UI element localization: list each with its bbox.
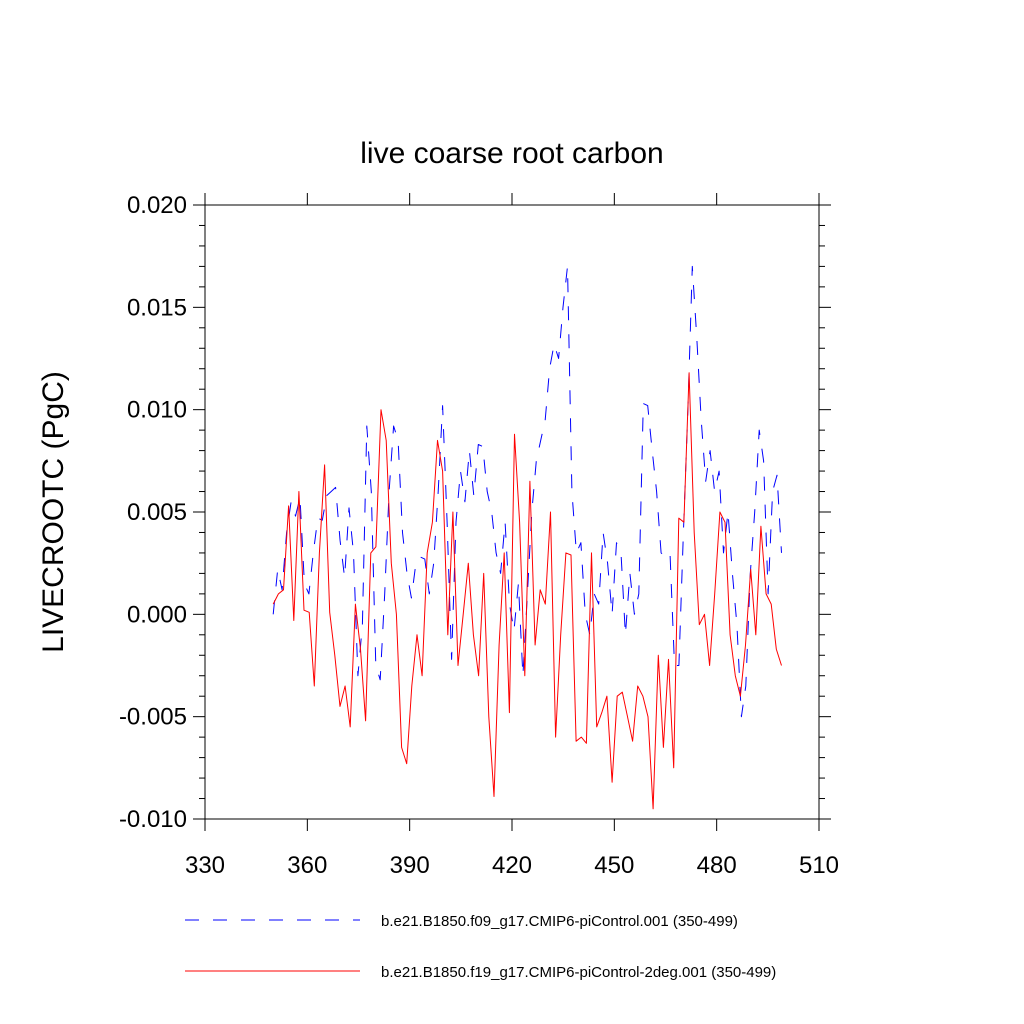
legend-label-series-2: b.e21.B1850.f19_g17.CMIP6-piControl-2deg… (381, 964, 776, 981)
x-tick-label: 450 (594, 852, 634, 879)
x-tick-label: 360 (287, 852, 327, 879)
axis-ticks (193, 193, 831, 831)
y-tick-label: 0.015 (127, 294, 187, 321)
legend: b.e21.B1850.f09_g17.CMIP6-piControl.001 … (185, 913, 776, 981)
y-tick-label: -0.005 (119, 704, 187, 731)
y-tick-label: -0.010 (119, 806, 187, 833)
y-tick-label: 0.005 (127, 499, 187, 526)
x-tick-label: 420 (492, 852, 532, 879)
y-tick-label: 0.000 (127, 601, 187, 628)
series-line-1 (272, 265, 782, 718)
y-tick-label: 0.020 (127, 192, 187, 219)
chart-title: live coarse root carbon (360, 137, 664, 170)
y-axis-label: LIVECROOTC (PgC) (37, 371, 70, 653)
x-tick-label: 330 (185, 852, 225, 879)
x-tick-label: 480 (697, 852, 737, 879)
y-tick-label: 0.010 (127, 397, 187, 424)
x-tick-label: 510 (799, 852, 839, 879)
y-tick-labels: -0.010 -0.005 0.000 0.005 0.010 0.015 0.020 (119, 192, 187, 833)
plot-frame (204, 204, 820, 820)
x-tick-label: 390 (390, 852, 430, 879)
x-tick-labels: 330 360 390 420 450 480 510 (185, 852, 839, 879)
series-line-2 (272, 372, 782, 810)
series-lines (272, 265, 782, 810)
legend-label-series-1: b.e21.B1850.f09_g17.CMIP6-piControl.001 … (381, 913, 738, 930)
